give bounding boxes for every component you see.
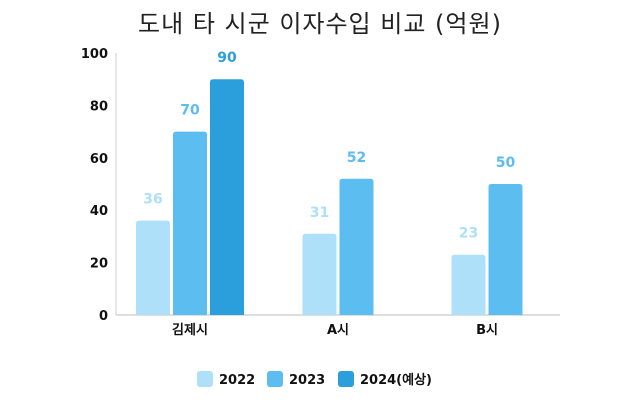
bar-2024-0 (210, 79, 244, 315)
bar-2022-1 (302, 233, 337, 315)
axes: 0 20 40 60 80 100 김제시 A시 B시 (81, 47, 560, 338)
bar-2023-1 (339, 178, 374, 315)
bar-2022-2 (451, 254, 486, 315)
legend-item-2022: 2022 (197, 371, 255, 388)
data-label-2023-2: 50 (496, 155, 516, 171)
legend: 2022 2023 2024(예상) (197, 371, 432, 388)
y-tick-label: 80 (90, 99, 108, 114)
legend-swatch (267, 371, 283, 387)
data-labels: 36 70 90 31 52 23 50 (143, 50, 515, 242)
legend-label: 2022 (219, 373, 255, 388)
category-label: A시 (327, 323, 349, 338)
data-label-2024-0: 90 (217, 50, 237, 66)
data-label-2023-1: 52 (347, 150, 366, 166)
bars (136, 79, 523, 315)
bar-2022-0 (136, 220, 170, 315)
y-tick-label: 40 (90, 204, 108, 219)
data-label-2022-0: 36 (143, 192, 162, 208)
y-tick-label: 60 (90, 152, 108, 167)
y-tick-label: 20 (90, 257, 108, 272)
legend-swatch (338, 371, 354, 387)
legend-label: 2023 (289, 373, 325, 388)
bar-2023-2 (488, 184, 523, 315)
bar-2023-0 (173, 131, 207, 315)
category-label: B시 (476, 323, 498, 338)
category-label: 김제시 (172, 323, 208, 338)
y-tick-label: 100 (81, 47, 108, 62)
legend-item-2023: 2023 (267, 371, 325, 388)
legend-item-2024: 2024(예상) (338, 371, 432, 388)
legend-swatch (197, 371, 213, 387)
data-label-2022-2: 23 (459, 226, 478, 242)
y-tick-label: 0 (99, 309, 108, 324)
chart-title: 도내 타 시군 이자수입 비교 (억원) (138, 10, 502, 38)
legend-label: 2024(예상) (360, 372, 432, 388)
data-label-2022-1: 31 (310, 205, 329, 221)
data-label-2023-0: 70 (180, 103, 200, 119)
